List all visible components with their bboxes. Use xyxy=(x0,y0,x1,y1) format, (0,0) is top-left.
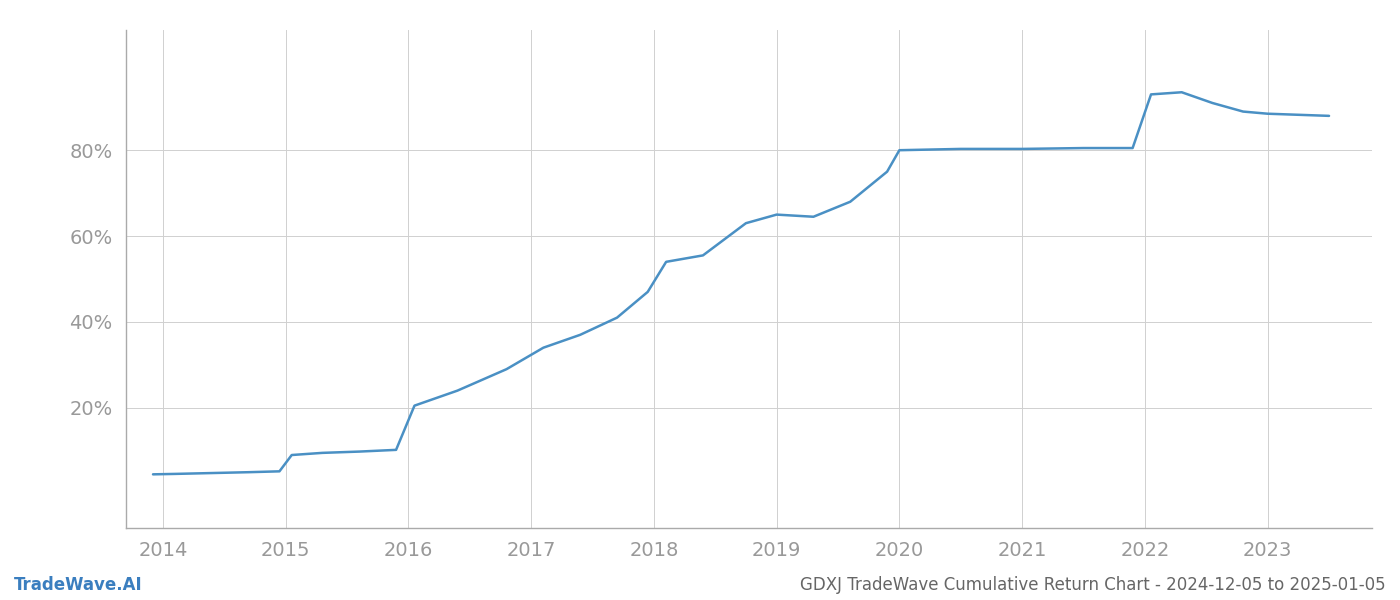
Text: GDXJ TradeWave Cumulative Return Chart - 2024-12-05 to 2025-01-05: GDXJ TradeWave Cumulative Return Chart -… xyxy=(801,576,1386,594)
Text: TradeWave.AI: TradeWave.AI xyxy=(14,576,143,594)
